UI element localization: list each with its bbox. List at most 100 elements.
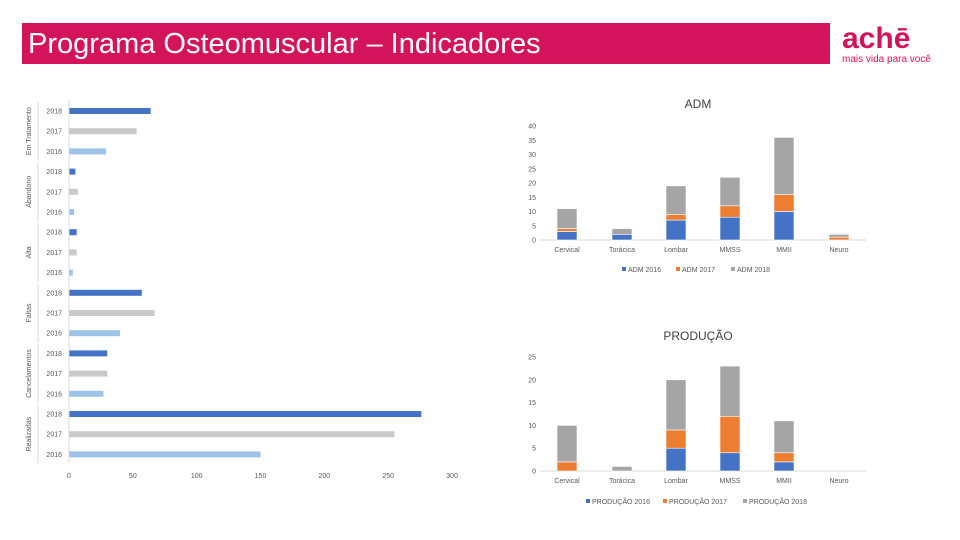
stack-segment	[719, 216, 741, 241]
category-label: MMII	[776, 478, 792, 485]
x-tick-label: 0	[67, 473, 71, 480]
stack-segment	[611, 466, 633, 472]
x-tick-label: 100	[191, 473, 203, 480]
bar-alta-2017	[69, 249, 77, 256]
legend-swatch	[622, 267, 626, 271]
stack-segment	[556, 231, 578, 241]
y-tick-label: 15	[528, 195, 536, 202]
year-label: 2018	[46, 351, 62, 358]
page-title: Programa Osteomuscular – Indicadores	[28, 28, 541, 60]
category-label: Cervical	[554, 247, 580, 254]
legend-swatch	[676, 267, 680, 271]
legend-label: PRODUÇÃO 2017	[669, 497, 727, 506]
year-label: 2016	[46, 210, 62, 217]
stack-segment	[665, 447, 687, 472]
y-tick-label: 10	[528, 423, 536, 430]
year-label: 2016	[46, 149, 62, 156]
y-tick-label: 20	[528, 181, 536, 188]
stack-segment	[611, 228, 633, 235]
stack-segment	[773, 452, 795, 463]
year-label: 2016	[46, 331, 62, 338]
year-label: 2016	[46, 270, 62, 277]
group-label: Alta	[26, 246, 33, 258]
legend-label: PRODUÇÃO 2016	[592, 497, 650, 506]
x-tick-label: 50	[129, 473, 137, 480]
year-label: 2017	[46, 189, 62, 196]
stack-segment	[719, 177, 741, 207]
legend-label: PRODUÇÃO 2018	[749, 497, 807, 506]
bar-cancelamentos-2018	[69, 350, 108, 357]
stack-segment	[828, 234, 850, 238]
y-tick-label: 25	[528, 166, 536, 173]
bar-realizadas-2017	[69, 431, 395, 438]
bar-realizadas-2016	[69, 451, 261, 458]
year-label: 2016	[46, 452, 62, 459]
logo-tagline: mais vida para você	[842, 54, 931, 65]
group-label: Faltas	[26, 303, 33, 323]
y-tick-label: 30	[528, 152, 536, 159]
y-tick-label: 15	[528, 400, 536, 407]
category-label: MMII	[776, 247, 792, 254]
bar-alta-2018	[69, 229, 77, 236]
stack-segment	[773, 137, 795, 195]
bar-faltas-2016	[69, 330, 121, 337]
year-label: 2017	[46, 311, 62, 318]
legend-label: ADM 2018	[737, 267, 770, 274]
year-label: 2018	[46, 230, 62, 237]
bar-em-tratamento-2018	[69, 108, 151, 114]
stack-segment	[773, 194, 795, 212]
stack-segment	[556, 461, 578, 472]
x-tick-label: 250	[382, 473, 394, 480]
y-tick-label: 20	[528, 377, 536, 384]
year-label: 2017	[46, 250, 62, 257]
stack-segment	[773, 420, 795, 454]
year-label: 2018	[46, 290, 62, 297]
category-label: Torácica	[609, 247, 635, 254]
stack-segment	[665, 219, 687, 241]
category-label: MMSS	[720, 478, 741, 485]
bar-alta-2016	[69, 269, 73, 276]
bar-faltas-2018	[69, 289, 142, 296]
stack-segment	[719, 205, 741, 218]
stack-segment	[665, 185, 687, 215]
legend-label: ADM 2016	[628, 267, 661, 274]
stack-segment	[773, 211, 795, 241]
year-label: 2018	[46, 169, 62, 176]
stack-segment	[719, 415, 741, 454]
y-tick-label: 0	[532, 469, 536, 476]
category-label: Lombar	[664, 478, 688, 485]
stack-segment	[556, 208, 578, 229]
year-label: 2017	[46, 371, 62, 378]
y-tick-label: 10	[528, 209, 536, 216]
bar-em-tratamento-2016	[69, 148, 107, 155]
category-label: MMSS	[720, 247, 741, 254]
header-bar	[22, 23, 830, 64]
bar-cancelamentos-2017	[69, 370, 108, 377]
stack-segment	[665, 429, 687, 449]
bar-abandono-2016	[69, 209, 75, 215]
category-label: Torácica	[609, 478, 635, 485]
legend-swatch	[731, 267, 735, 271]
stack-segment	[719, 365, 741, 417]
stack-segment	[665, 214, 687, 221]
year-label: 2018	[46, 109, 62, 116]
y-tick-label: 5	[532, 223, 536, 230]
y-tick-label: 25	[528, 355, 536, 362]
x-tick-label: 200	[318, 473, 330, 480]
year-label: 2016	[46, 391, 62, 398]
category-label: Neuro	[829, 247, 848, 254]
bar-realizadas-2018	[69, 411, 422, 417]
x-tick-label: 150	[255, 473, 267, 480]
stack-segment	[828, 236, 850, 241]
group-label: Em Tratamento	[26, 107, 33, 155]
bar-abandono-2017	[69, 188, 78, 195]
logo-wordmark: achē	[842, 22, 911, 55]
legend-swatch	[743, 499, 747, 503]
stack-segment	[719, 452, 741, 472]
bar-em-tratamento-2017	[69, 128, 137, 135]
category-label: Lombar	[664, 247, 688, 254]
bar-faltas-2017	[69, 310, 155, 316]
group-label: Realizadas	[26, 416, 33, 451]
legend-swatch	[586, 499, 590, 503]
bar-abandono-2018	[69, 168, 76, 175]
